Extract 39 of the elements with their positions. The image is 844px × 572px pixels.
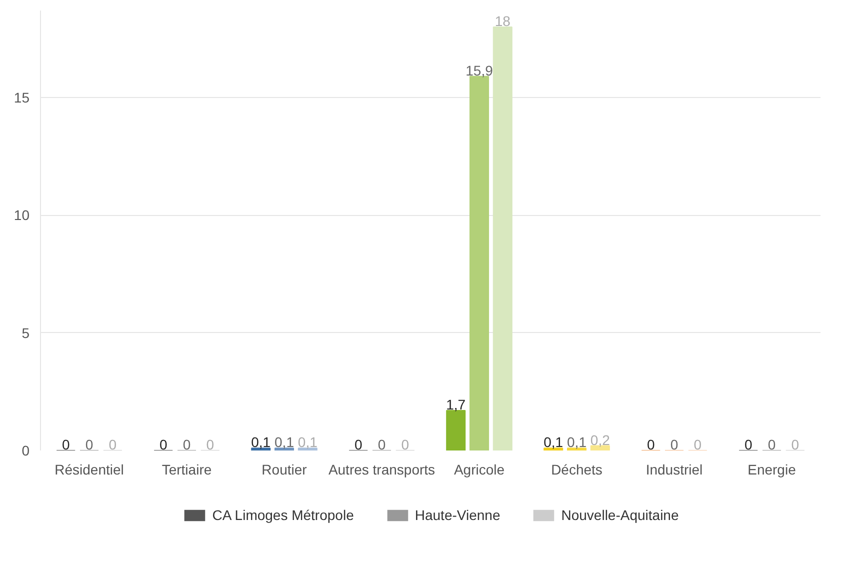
legend-label: Nouvelle-Aquitaine <box>561 507 679 523</box>
y-tick-label: 15 <box>14 90 30 106</box>
data-label: 0,2 <box>590 432 610 448</box>
x-tick-label: Autres transports <box>328 462 436 478</box>
x-tick-label: Résidentiel <box>54 462 124 478</box>
x-tick-label: Tertiaire <box>162 462 212 478</box>
data-label: 0,1 <box>544 434 564 450</box>
data-label: 0 <box>670 436 678 452</box>
data-label: 0,1 <box>298 434 318 450</box>
data-label: 0 <box>768 436 776 452</box>
data-label: 0,1 <box>251 434 271 450</box>
data-label: 0,1 <box>274 434 294 450</box>
legend-label: CA Limoges Métropole <box>212 507 354 523</box>
data-label: 0 <box>62 436 70 452</box>
data-label: 0 <box>85 436 94 452</box>
x-tick-label: Routier <box>262 462 308 478</box>
data-label: 0 <box>378 436 386 452</box>
x-tick-label: Agricole <box>454 462 505 478</box>
data-label: 15,9 <box>466 62 494 78</box>
data-label: 18 <box>494 12 511 29</box>
data-label: 1,7 <box>446 396 466 412</box>
data-label: 0 <box>646 436 655 452</box>
x-tick-label: Energie <box>748 462 796 478</box>
data-label: 0,1 <box>567 434 587 450</box>
data-label: 0 <box>744 436 752 452</box>
x-tick-label: Déchets <box>551 462 602 478</box>
data-label: 0 <box>401 436 410 452</box>
data-label: 0 <box>108 436 117 452</box>
x-tick-label: Industriel <box>646 462 703 478</box>
y-tick-label: 10 <box>14 207 30 224</box>
data-label: 0 <box>354 436 362 452</box>
y-tick-label: 5 <box>22 324 30 341</box>
y-tick-label: 0 <box>22 442 30 458</box>
data-label: 0 <box>694 436 702 452</box>
legend-label: Haute-Vienne <box>414 507 500 523</box>
data-label: 0 <box>206 436 214 452</box>
data-label: 0 <box>159 436 168 452</box>
data-label: 0 <box>791 436 800 452</box>
data-label: 0 <box>182 436 191 452</box>
